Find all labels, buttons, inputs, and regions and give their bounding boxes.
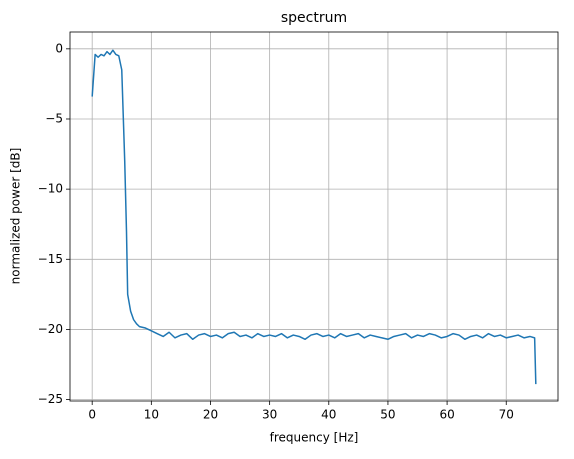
y-tick-label: −25 [38, 392, 63, 406]
plot-frame [69, 31, 559, 402]
y-axis-label: normalized power [dB] [9, 148, 23, 285]
y-tick-label: −5 [45, 111, 63, 125]
y-tick-label: −20 [38, 322, 63, 336]
chart-title: spectrum [281, 10, 347, 26]
x-axis-label: frequency [Hz] [270, 431, 359, 445]
y-tick-label: −10 [38, 182, 63, 196]
y-tick-label: 0 [55, 41, 63, 55]
x-tick-label: 10 [144, 408, 159, 422]
x-tick-label: 40 [321, 408, 336, 422]
x-tick-label: 20 [203, 408, 218, 422]
x-tick-label: 30 [262, 408, 277, 422]
x-tick-label: 0 [88, 408, 96, 422]
x-tick-label: 60 [439, 408, 454, 422]
x-tick-label: 70 [499, 408, 514, 422]
data-line [91, 49, 537, 385]
x-tick-label: 50 [380, 408, 395, 422]
y-tick-label: −15 [38, 252, 63, 266]
